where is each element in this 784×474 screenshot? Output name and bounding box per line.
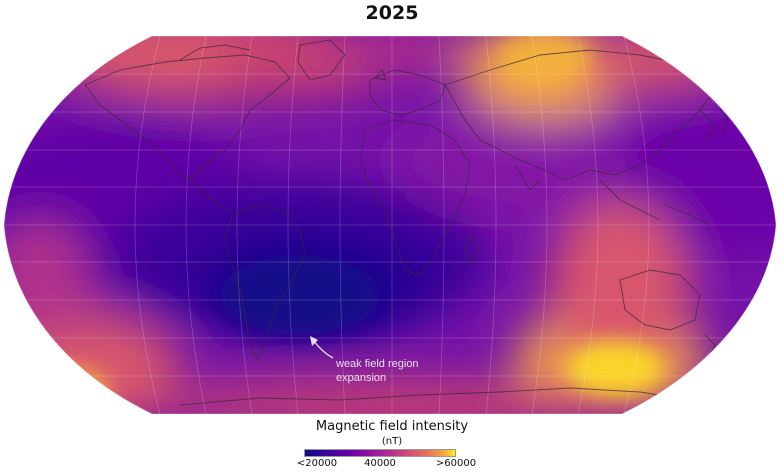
colorbar-title: Magnetic field intensity (315, 419, 469, 434)
map-title: 2025 (365, 2, 419, 24)
colorbar-tick-low: <20000 (296, 458, 338, 469)
annotation-line-2: expansion (336, 372, 386, 384)
coast-australia (619, 269, 701, 331)
colorbar-tick-mid: 40000 (364, 458, 396, 469)
coast-north-america (84, 54, 291, 181)
coast-antarctica (179, 387, 691, 406)
annotation-line-1: weak field region (335, 358, 419, 370)
coast-south-america (224, 204, 306, 362)
coast-asia (444, 49, 721, 181)
coast-africa (359, 119, 471, 276)
field-intensity-map: weak field region expansion (3, 35, 777, 414)
coast-europe (369, 69, 446, 116)
colorbar (304, 449, 456, 457)
coast-greenland (297, 39, 346, 81)
colorbar-unit: (nT) (381, 436, 403, 447)
colorbar-tick-high: >60000 (435, 458, 477, 469)
